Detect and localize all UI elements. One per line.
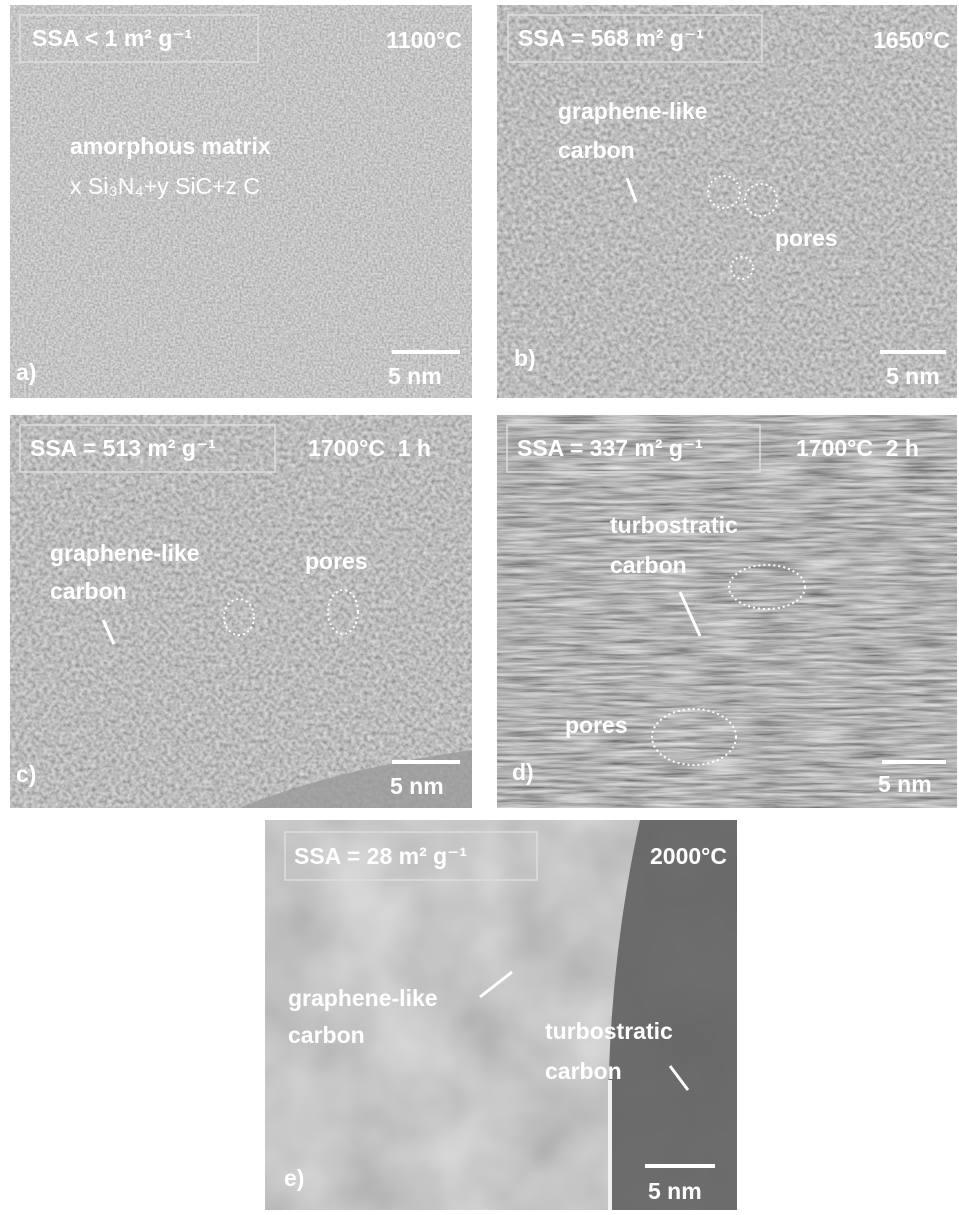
panel-label: c) [16, 761, 36, 787]
panel-label: e) [284, 1165, 304, 1191]
micrograph [10, 415, 472, 808]
panel-e: SSA = 28 m² g⁻¹ 2000°C graphene-like car… [265, 820, 737, 1210]
annotation: carbon [50, 578, 127, 604]
annotation: graphene-like [288, 985, 438, 1011]
annotation: pores [775, 225, 838, 251]
scale-label: 5 nm [878, 771, 932, 797]
annotation: amorphous matrix [70, 133, 271, 159]
panel-label: d) [512, 759, 534, 785]
figure: SSA < 1 m² g⁻¹ 1100°C amorphous matrix x… [0, 0, 959, 1210]
condition: 1700°C 1 h [308, 435, 431, 461]
panel-a: SSA < 1 m² g⁻¹ 1100°C amorphous matrix x… [10, 5, 472, 398]
condition: 1700°C 2 h [796, 435, 919, 461]
micrograph [497, 5, 957, 398]
ssa-label: SSA = 568 m² g⁻¹ [518, 25, 704, 51]
annotation: carbon [288, 1022, 365, 1048]
annotation: carbon [545, 1058, 622, 1084]
scale-label: 5 nm [388, 363, 442, 389]
annotation: x Si₃N₄+y SiC+z C [70, 173, 260, 199]
micrograph [497, 415, 957, 808]
scale-label: 5 nm [648, 1178, 702, 1204]
panel-c: SSA = 513 m² g⁻¹ 1700°C 1 h graphene-lik… [10, 415, 472, 808]
micrograph [10, 5, 472, 398]
page: SSA < 1 m² g⁻¹ 1100°C amorphous matrix x… [0, 0, 959, 1210]
annotation: graphene-like [558, 98, 708, 124]
ssa-label: SSA = 513 m² g⁻¹ [30, 435, 216, 461]
ssa-label: SSA = 28 m² g⁻¹ [294, 843, 467, 869]
annotation: pores [305, 548, 368, 574]
ssa-label: SSA < 1 m² g⁻¹ [32, 25, 192, 51]
annotation: carbon [610, 552, 687, 578]
condition: 2000°C [650, 843, 727, 869]
scale-label: 5 nm [886, 363, 940, 389]
annotation: pores [565, 712, 628, 738]
panel-label: a) [16, 359, 36, 385]
scale-label: 5 nm [390, 773, 444, 799]
annotation: carbon [558, 137, 635, 163]
panel-label: b) [514, 345, 536, 371]
panel-b: SSA = 568 m² g⁻¹ 1650°C graphene-like ca… [497, 5, 957, 398]
annotation: turbostratic [545, 1018, 673, 1044]
annotation: graphene-like [50, 540, 200, 566]
panel-d: SSA = 337 m² g⁻¹ 1700°C 2 h turbostratic… [497, 415, 957, 808]
ssa-label: SSA = 337 m² g⁻¹ [517, 435, 703, 461]
condition: 1100°C [386, 27, 462, 53]
annotation: turbostratic [610, 512, 738, 538]
condition: 1650°C [873, 27, 950, 53]
